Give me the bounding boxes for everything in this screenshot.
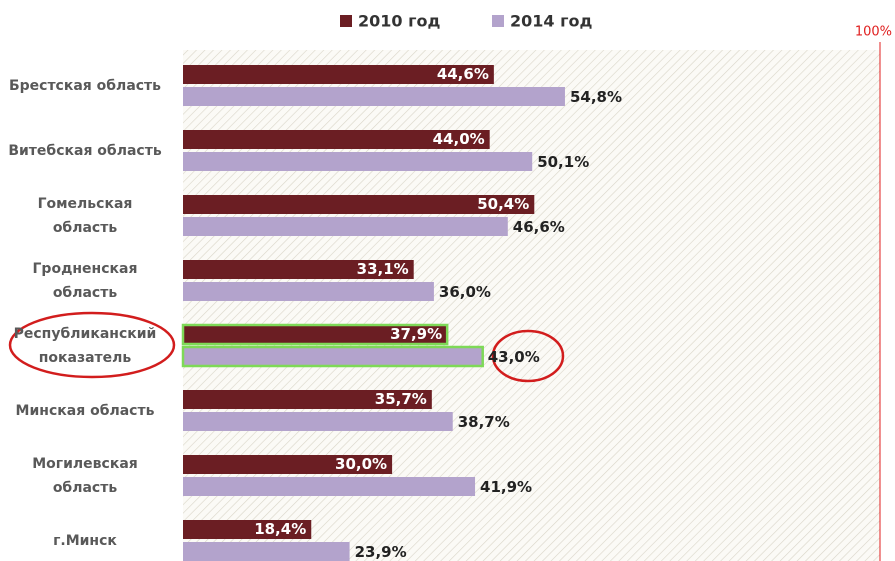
category-label: Гродненская область (32, 260, 138, 301)
category-label: Могилевская область (32, 455, 138, 496)
category-label: г.Минск (53, 532, 117, 549)
value-label: 41,9% (480, 478, 532, 496)
value-label: 38,7% (458, 413, 510, 431)
bar (181, 323, 449, 346)
bar (181, 345, 484, 368)
category-label: Витебская область (8, 142, 162, 159)
highlight-ellipse (8, 311, 176, 379)
bar (183, 412, 453, 431)
legend-swatch (340, 15, 352, 27)
value-label: 18,4% (254, 520, 306, 538)
bar (183, 542, 350, 561)
category-label: Брестская область (8, 77, 162, 94)
bar (183, 520, 312, 539)
value-label: 30,0% (335, 455, 387, 473)
value-label: 46,6% (513, 218, 565, 236)
category-label: Минская область (15, 402, 155, 419)
value-label: 54,8% (570, 88, 622, 106)
value-label: 50,4% (477, 195, 529, 213)
legend-swatch (492, 15, 504, 27)
value-label: 43,0% (488, 348, 540, 366)
value-label: 36,0% (439, 283, 491, 301)
value-label: 44,0% (433, 130, 485, 148)
value-label: 50,1% (537, 153, 589, 171)
bar (183, 217, 508, 236)
bar (183, 195, 535, 214)
value-label: 35,7% (375, 390, 427, 408)
bar (183, 260, 414, 279)
bar (183, 152, 533, 171)
legend-label: 2010 год (358, 12, 440, 31)
legend-label: 2014 год (510, 12, 592, 31)
category-label: Республиканский показатель (13, 325, 157, 366)
value-label: 44,6% (437, 65, 489, 83)
bar (183, 390, 432, 409)
category-label: Гомельская область (37, 195, 133, 236)
value-label: 37,9% (390, 325, 442, 343)
bar (183, 87, 565, 106)
bar (183, 130, 490, 149)
value-label: 33,1% (357, 260, 409, 278)
highlight-ellipse (491, 329, 565, 383)
bar (183, 477, 476, 496)
bar (183, 282, 434, 301)
bar (183, 65, 494, 84)
bar (183, 455, 393, 474)
x-tick-label: 100% (855, 25, 892, 40)
value-label: 23,9% (355, 543, 407, 561)
